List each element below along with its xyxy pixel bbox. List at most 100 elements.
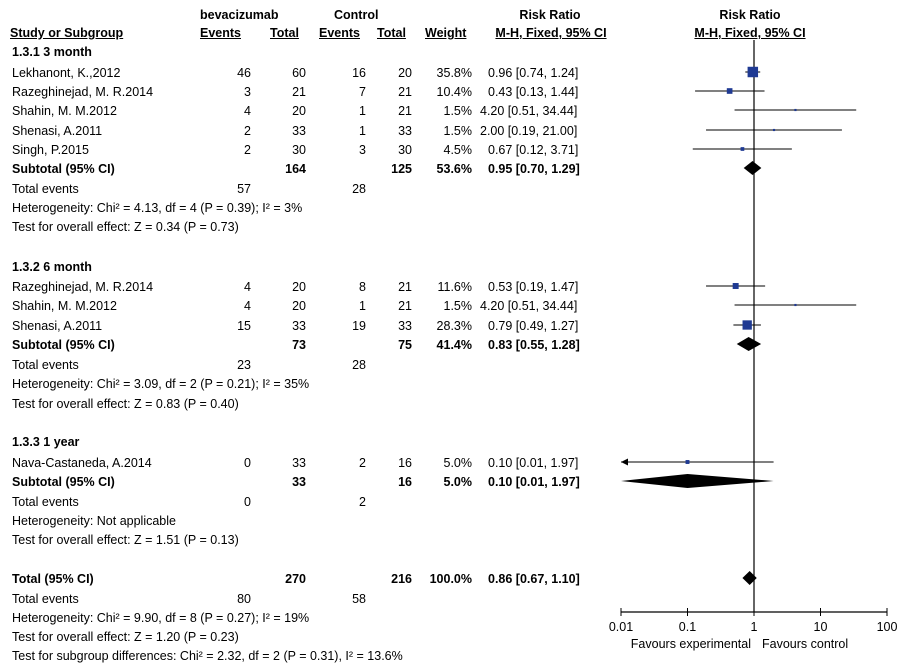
- study-name: Singh, P.2015: [12, 143, 89, 157]
- study-marker: [742, 320, 752, 330]
- group1-events: 80: [237, 592, 251, 606]
- study-name: Shenasi, A.2011: [12, 319, 103, 333]
- weight-value: 10.4%: [436, 85, 472, 99]
- risk-ratio-ci: 0.10 [0.01, 1.97]: [488, 456, 579, 470]
- weight-value: 100.0%: [429, 572, 472, 586]
- group1-total: 33: [292, 124, 306, 138]
- study-name: Nava-Castaneda, A.2014: [12, 456, 152, 470]
- group-title: 1.3.3 1 year: [12, 435, 80, 449]
- total-events-label: Total events: [12, 495, 79, 509]
- group2-events: 28: [352, 182, 366, 196]
- subtotal-diamond: [743, 161, 762, 175]
- study-name: Razeghinejad, M. R.2014: [12, 85, 154, 99]
- total-label: Total (95% CI): [12, 572, 94, 586]
- overall-effect-text: Test for overall effect: Z = 1.51 (P = 0…: [12, 533, 239, 547]
- weight-value: 1.5%: [443, 104, 473, 118]
- group1-total: 33: [292, 319, 306, 333]
- group1-events: 2: [244, 143, 251, 157]
- group2-events: 2: [359, 495, 366, 509]
- weight-value: 28.3%: [436, 319, 472, 333]
- risk-ratio-ci: 0.86 [0.67, 1.10]: [488, 572, 580, 586]
- risk-ratio-ci: 2.00 [0.19, 21.00]: [480, 124, 578, 138]
- study-marker: [747, 66, 759, 78]
- weight-value: 1.5%: [443, 124, 473, 138]
- group1-events: 57: [237, 182, 251, 196]
- weight-value: 53.6%: [436, 162, 472, 176]
- favours-experimental-label: Favours experimental: [631, 637, 751, 651]
- group1-total: 33: [292, 456, 306, 470]
- weight-value: 5.0%: [443, 456, 473, 470]
- x-axis-tick-label: 0.01: [609, 620, 633, 634]
- group2-events: 1: [359, 124, 366, 138]
- group1-total: 33: [292, 475, 306, 489]
- study-name: Lekhanont, K.,2012: [12, 66, 121, 80]
- group2-total: 33: [398, 124, 412, 138]
- header-group1-events: Events: [200, 26, 241, 40]
- group2-total: 125: [391, 162, 412, 176]
- study-name: Razeghinejad, M. R.2014: [12, 280, 154, 294]
- group2-events: 16: [352, 66, 366, 80]
- header-plot-method: M-H, Fixed, 95% CI: [694, 26, 806, 40]
- group2-total: 21: [398, 104, 412, 118]
- group2-total: 75: [398, 338, 412, 352]
- risk-ratio-ci: 0.83 [0.55, 1.28]: [488, 338, 580, 352]
- group2-total: 21: [398, 85, 412, 99]
- group2-events: 3: [359, 143, 366, 157]
- risk-ratio-ci: 4.20 [0.51, 34.44]: [480, 299, 578, 313]
- total-events-label: Total events: [12, 358, 79, 372]
- group2-total: 16: [398, 475, 412, 489]
- group1-events: 4: [244, 280, 251, 294]
- heterogeneity-text: Heterogeneity: Chi² = 3.09, df = 2 (P = …: [12, 377, 310, 391]
- subgroup-differences-text: Test for subgroup differences: Chi² = 2.…: [12, 649, 403, 663]
- study-marker: [794, 303, 797, 307]
- favours-control-label: Favours control: [762, 637, 848, 651]
- study-marker: [794, 108, 797, 112]
- risk-ratio-ci: 0.10 [0.01, 1.97]: [488, 475, 580, 489]
- group1-events: 15: [237, 319, 251, 333]
- header-group2-events: Events: [319, 26, 360, 40]
- risk-ratio-ci: 0.79 [0.49, 1.27]: [488, 319, 579, 333]
- group1-total: 30: [292, 143, 306, 157]
- group2-total: 20: [398, 66, 412, 80]
- heterogeneity-text: Heterogeneity: Chi² = 9.90, df = 8 (P = …: [12, 611, 310, 625]
- weight-value: 41.4%: [436, 338, 472, 352]
- group2-events: 2: [359, 456, 366, 470]
- study-marker: [732, 283, 739, 289]
- x-axis-tick-label: 100: [877, 620, 898, 634]
- x-axis-tick-label: 0.1: [679, 620, 696, 634]
- weight-value: 4.5%: [443, 143, 473, 157]
- header-group1-total: Total: [270, 26, 299, 40]
- overall-effect-text: Test for overall effect: Z = 0.83 (P = 0…: [12, 397, 239, 411]
- subtotal-label: Subtotal (95% CI): [12, 162, 115, 176]
- header-rr-method: M-H, Fixed, 95% CI: [495, 26, 607, 40]
- group1-events: 0: [244, 456, 251, 470]
- group1-events: 4: [244, 104, 251, 118]
- risk-ratio-ci: 0.67 [0.12, 3.71]: [488, 143, 579, 157]
- header-weight: Weight: [425, 26, 467, 40]
- group2-total: 30: [398, 143, 412, 157]
- study-name: Shahin, M. M.2012: [12, 104, 117, 118]
- group2-events: 1: [359, 299, 366, 313]
- group1-events: 4: [244, 299, 251, 313]
- group1-total: 73: [292, 338, 306, 352]
- group1-events: 2: [244, 124, 251, 138]
- heterogeneity-text: Heterogeneity: Not applicable: [12, 514, 176, 528]
- study-name: Shahin, M. M.2012: [12, 299, 117, 313]
- weight-value: 11.6%: [437, 280, 472, 294]
- study-marker: [726, 88, 733, 94]
- heterogeneity-text: Heterogeneity: Chi² = 4.13, df = 4 (P = …: [12, 201, 303, 215]
- risk-ratio-ci: 0.53 [0.19, 1.47]: [488, 280, 579, 294]
- study-name: Shenasi, A.2011: [12, 124, 103, 138]
- overall-effect-text: Test for overall effect: Z = 1.20 (P = 0…: [12, 630, 239, 644]
- total-events-label: Total events: [12, 592, 79, 606]
- group2-events: 7: [359, 85, 366, 99]
- overall-effect-text: Test for overall effect: Z = 0.34 (P = 0…: [12, 220, 239, 234]
- group2-events: 58: [352, 592, 366, 606]
- risk-ratio-ci: 0.43 [0.13, 1.44]: [488, 85, 579, 99]
- group1-events: 46: [237, 66, 251, 80]
- group2-total: 216: [391, 572, 412, 586]
- subtotal-label: Subtotal (95% CI): [12, 475, 115, 489]
- ci-arrow-left: [621, 458, 628, 466]
- group2-total: 33: [398, 319, 412, 333]
